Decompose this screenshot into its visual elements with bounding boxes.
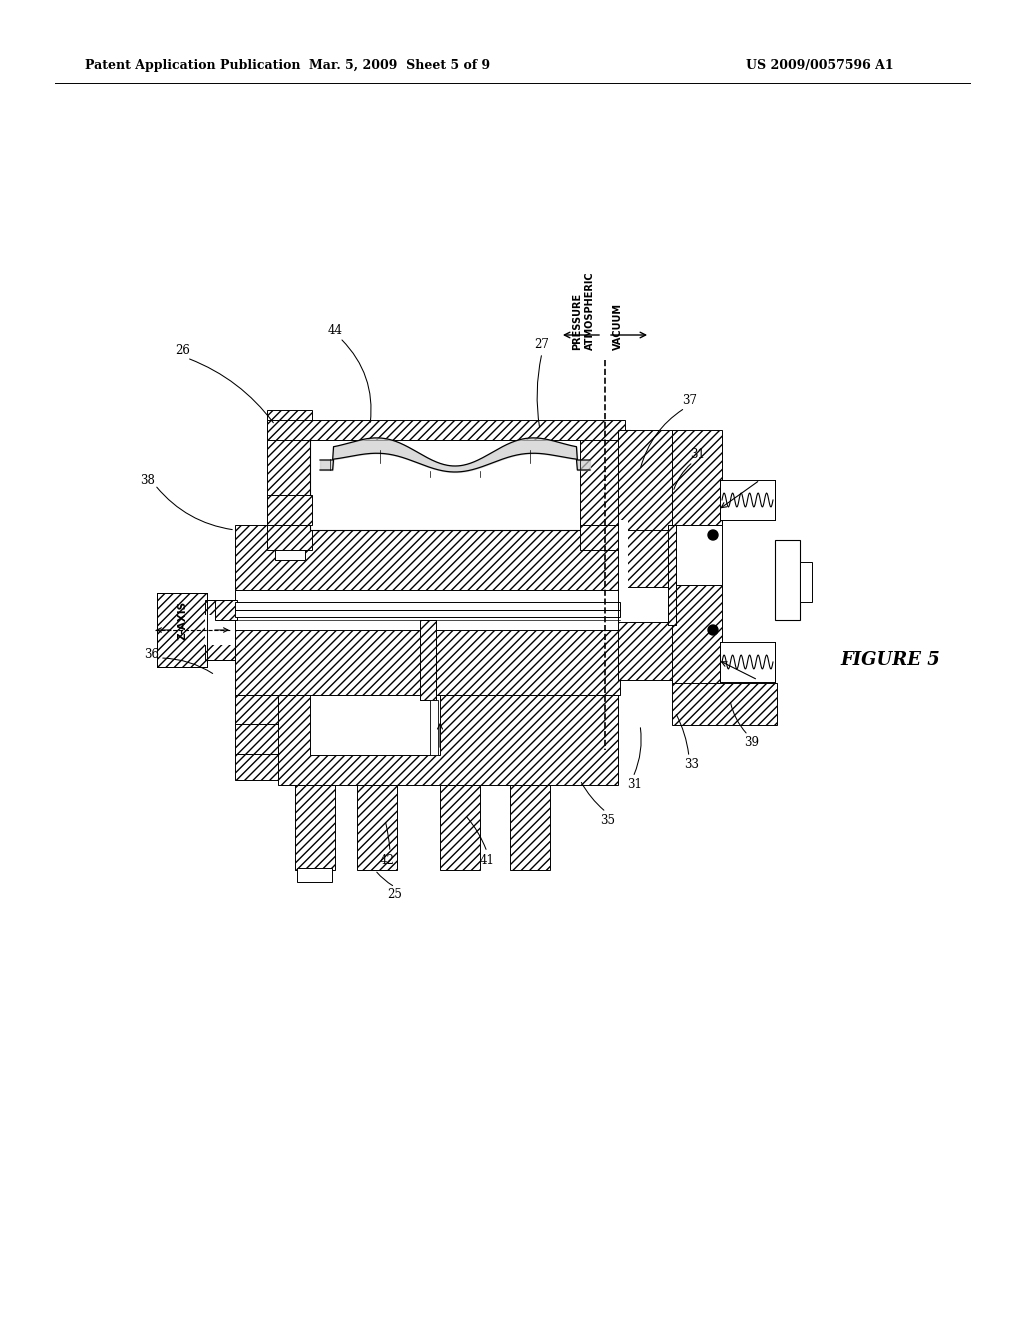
Text: 42: 42 xyxy=(380,854,394,866)
Bar xyxy=(205,601,234,660)
Bar xyxy=(234,609,620,616)
Bar xyxy=(234,630,620,696)
Bar xyxy=(295,785,335,870)
Bar xyxy=(672,430,722,525)
Bar xyxy=(157,593,207,667)
Text: PRESSURE: PRESSURE xyxy=(572,293,582,350)
Bar xyxy=(618,525,673,680)
Bar xyxy=(267,525,312,550)
Bar xyxy=(618,587,673,622)
Bar xyxy=(215,601,237,620)
Bar xyxy=(234,525,620,590)
Text: 27: 27 xyxy=(535,338,550,351)
Text: FIGURE 5: FIGURE 5 xyxy=(840,651,940,669)
Bar xyxy=(668,525,676,624)
Bar xyxy=(430,700,438,755)
Text: 44: 44 xyxy=(328,323,342,337)
Bar xyxy=(278,696,618,785)
Text: Z-AXIS: Z-AXIS xyxy=(178,601,188,640)
Bar xyxy=(267,495,312,525)
Text: Mar. 5, 2009  Sheet 5 of 9: Mar. 5, 2009 Sheet 5 of 9 xyxy=(309,58,490,71)
Text: Patent Application Publication: Patent Application Publication xyxy=(85,58,300,71)
Text: US 2009/0057596 A1: US 2009/0057596 A1 xyxy=(746,58,894,71)
Bar xyxy=(510,785,550,870)
Bar xyxy=(357,785,397,870)
Bar xyxy=(672,585,722,685)
Text: ATMOSPHERIC: ATMOSPHERIC xyxy=(585,272,595,350)
Text: 39: 39 xyxy=(744,737,760,750)
Text: 31: 31 xyxy=(690,449,706,462)
Bar xyxy=(618,430,673,531)
Circle shape xyxy=(708,624,718,635)
Bar xyxy=(267,436,312,525)
Bar xyxy=(234,696,280,725)
Bar xyxy=(580,525,625,550)
Bar xyxy=(310,696,440,755)
Bar xyxy=(668,525,676,624)
Bar xyxy=(234,590,620,630)
Bar xyxy=(267,436,312,525)
Text: 26: 26 xyxy=(175,343,190,356)
Bar xyxy=(420,620,436,700)
Circle shape xyxy=(708,531,718,540)
Bar xyxy=(234,723,280,754)
Bar xyxy=(440,785,480,870)
Bar xyxy=(420,620,436,700)
Bar xyxy=(267,436,312,525)
Bar xyxy=(800,562,812,602)
Bar xyxy=(267,411,312,440)
Bar xyxy=(234,754,280,780)
Bar xyxy=(580,436,625,525)
Text: 25: 25 xyxy=(387,888,402,902)
Bar xyxy=(310,430,630,531)
Text: 37: 37 xyxy=(683,393,697,407)
Bar xyxy=(672,682,777,725)
Bar xyxy=(775,540,800,620)
Text: 41: 41 xyxy=(479,854,495,866)
Text: 38: 38 xyxy=(140,474,156,487)
Bar xyxy=(618,520,628,620)
Bar xyxy=(267,420,625,440)
Text: VACUUM: VACUUM xyxy=(613,304,623,350)
Text: 36: 36 xyxy=(144,648,160,661)
Bar xyxy=(720,642,775,682)
Bar xyxy=(297,869,332,882)
Bar xyxy=(420,620,436,700)
Bar xyxy=(234,602,620,610)
Bar xyxy=(205,615,234,645)
Text: 31: 31 xyxy=(628,779,642,792)
Text: 35: 35 xyxy=(600,813,615,826)
Bar xyxy=(275,525,305,560)
Bar xyxy=(672,525,722,585)
Bar xyxy=(720,480,775,520)
Text: 33: 33 xyxy=(684,759,699,771)
